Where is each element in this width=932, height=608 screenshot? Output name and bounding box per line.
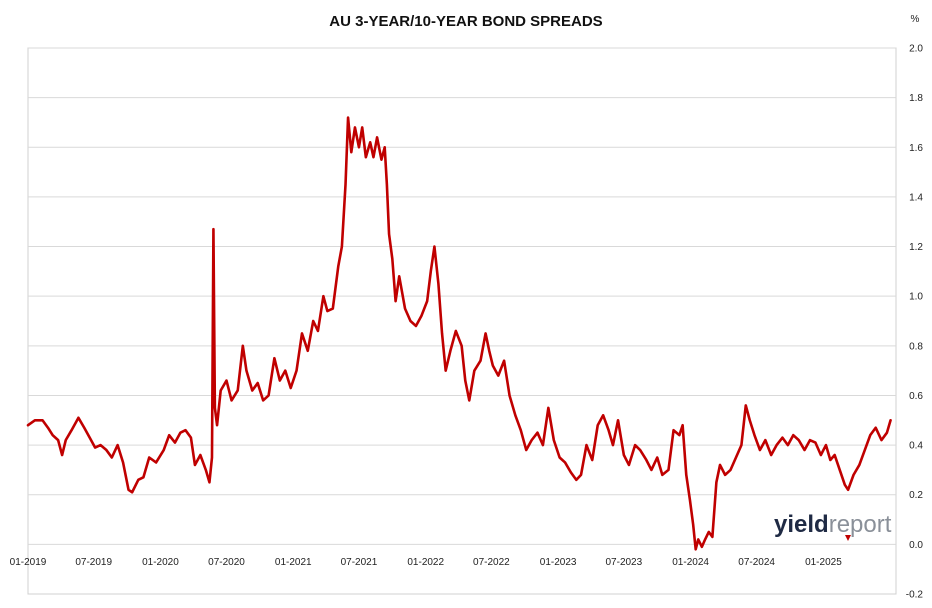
x-tick-label: 07-2019 — [75, 557, 112, 568]
y-tick-label: 1.6 — [909, 143, 923, 154]
series-line-spread — [26, 116, 892, 551]
y-tick-label: 0.2 — [909, 490, 923, 501]
x-tick-label: 07-2022 — [473, 557, 510, 568]
chart-title: AU 3-YEAR/10-YEAR BOND SPREADS — [329, 13, 602, 30]
y-tick-label: 0.4 — [909, 441, 923, 452]
x-tick-label: 07-2020 — [208, 557, 245, 568]
yieldreport-logo: yieldreport — [774, 511, 892, 541]
x-tick-label: 07-2021 — [341, 557, 378, 568]
y-tick-label: 0.0 — [909, 540, 923, 551]
logo-text-report: report — [829, 511, 892, 538]
logo-text-yield: yield — [774, 511, 829, 538]
x-tick-label: 01-2023 — [540, 557, 577, 568]
y-axis-ticks: 2.0 1.8 1.6 1.4 1.2 1.0 0.8 0.6 0.4 0.2 0.0 -0.2 — [906, 44, 924, 601]
svg-text:yieldreport: yieldreport — [774, 511, 892, 538]
y-tick-label: 0.6 — [909, 391, 923, 402]
x-tick-label: 01-2022 — [407, 557, 444, 568]
series-layer — [26, 116, 892, 551]
x-tick-label: 01-2021 — [275, 557, 312, 568]
y-tick-label: 1.2 — [909, 242, 923, 253]
y-tick-label: -0.2 — [906, 590, 924, 601]
y-axis-unit-label: % — [911, 14, 920, 25]
x-tick-label: 01-2020 — [142, 557, 179, 568]
x-tick-label: 01-2019 — [10, 557, 47, 568]
logo-marker-icon — [845, 535, 851, 541]
y-tick-label: 1.4 — [909, 192, 923, 203]
x-axis-ticks: 01-2019 07-2019 01-2020 07-2020 01-2021 07-20… — [10, 557, 843, 568]
x-tick-label: 07-2023 — [605, 557, 642, 568]
y-tick-label: 0.8 — [909, 341, 923, 352]
gridlines — [27, 47, 897, 595]
x-tick-label: 01-2025 — [805, 557, 842, 568]
x-tick-label: 07-2024 — [738, 557, 775, 568]
x-tick-label: 01-2024 — [672, 557, 709, 568]
y-tick-label: 1.0 — [909, 292, 923, 303]
y-tick-label: 2.0 — [909, 44, 923, 55]
y-tick-label: 1.8 — [909, 93, 923, 104]
